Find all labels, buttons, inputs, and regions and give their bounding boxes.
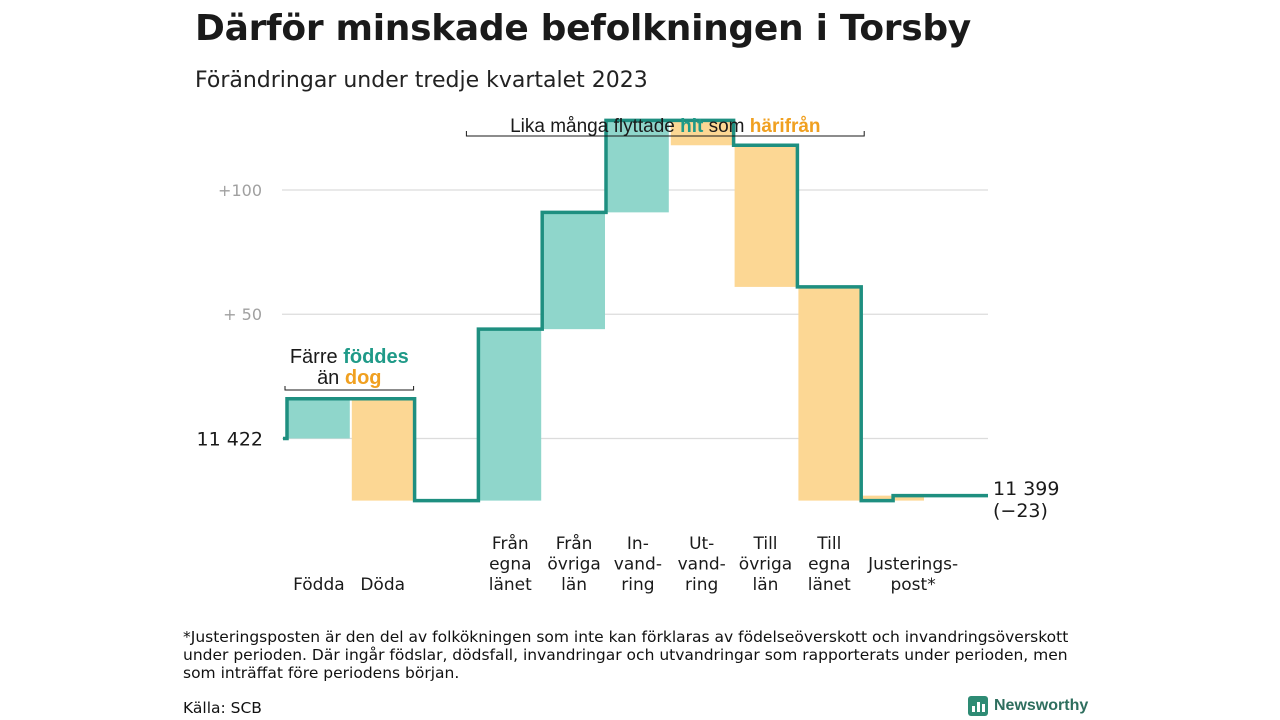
category-label: övriga — [547, 555, 600, 575]
annotation-text: än dog — [317, 367, 381, 389]
source-note: Källa: SCB — [183, 699, 262, 717]
waterfall-bar — [543, 212, 605, 330]
waterfall-bar — [734, 145, 797, 287]
waterfall-bar — [670, 120, 733, 146]
category-label: Från — [492, 533, 529, 554]
end-change-label: (−23) — [993, 500, 1048, 522]
annotation-bracket — [465, 131, 865, 137]
footnote: *Justeringsposten är den del av folkökni… — [183, 628, 1069, 682]
brand-logo: Newsworthy — [968, 696, 1088, 716]
annotation-text: Lika många flyttade hit som härifrån — [510, 116, 820, 137]
category-label: egna — [808, 555, 850, 575]
category-label: post* — [890, 575, 935, 595]
category-label: Döda — [360, 575, 405, 595]
step-line — [283, 118, 988, 503]
brand-logo-text: Newsworthy — [994, 697, 1089, 714]
end-value-label: 11 399 — [993, 478, 1059, 500]
waterfall-bar — [798, 286, 861, 501]
annotation-bracket — [284, 386, 415, 391]
category-label: Till — [752, 534, 777, 554]
waterfall-bar — [351, 398, 414, 501]
waterfall-bar — [479, 329, 542, 501]
category-label: länet — [808, 575, 851, 595]
category-label: egna — [489, 555, 531, 575]
brand-logo-icon — [968, 696, 988, 716]
category-label: ring — [685, 575, 718, 595]
category-label: ring — [621, 575, 654, 595]
category-label: Till — [816, 534, 841, 554]
y-tick-label: +100 — [218, 181, 262, 200]
category-label: vand- — [614, 555, 662, 575]
waterfall-bar — [288, 398, 350, 439]
category-label: Ut- — [689, 534, 714, 554]
y-tick-label: + 50 — [223, 305, 262, 324]
start-value-label: 11 422 — [197, 428, 263, 450]
chart-subtitle: Förändringar under tredje kvartalet 2023 — [195, 68, 648, 93]
category-label: länet — [489, 575, 532, 595]
category-label: övriga — [739, 555, 792, 575]
chart-title: Därför minskade befolkningen i Torsby — [195, 8, 971, 49]
annotation-text: Färre föddes — [290, 346, 409, 368]
category-label: Justerings- — [867, 555, 958, 575]
category-label: In- — [627, 534, 649, 554]
category-label: Från — [556, 533, 593, 554]
category-label: vand- — [678, 555, 726, 575]
category-label: län — [753, 575, 779, 595]
category-label: Födda — [293, 575, 345, 595]
category-label: län — [561, 575, 587, 595]
